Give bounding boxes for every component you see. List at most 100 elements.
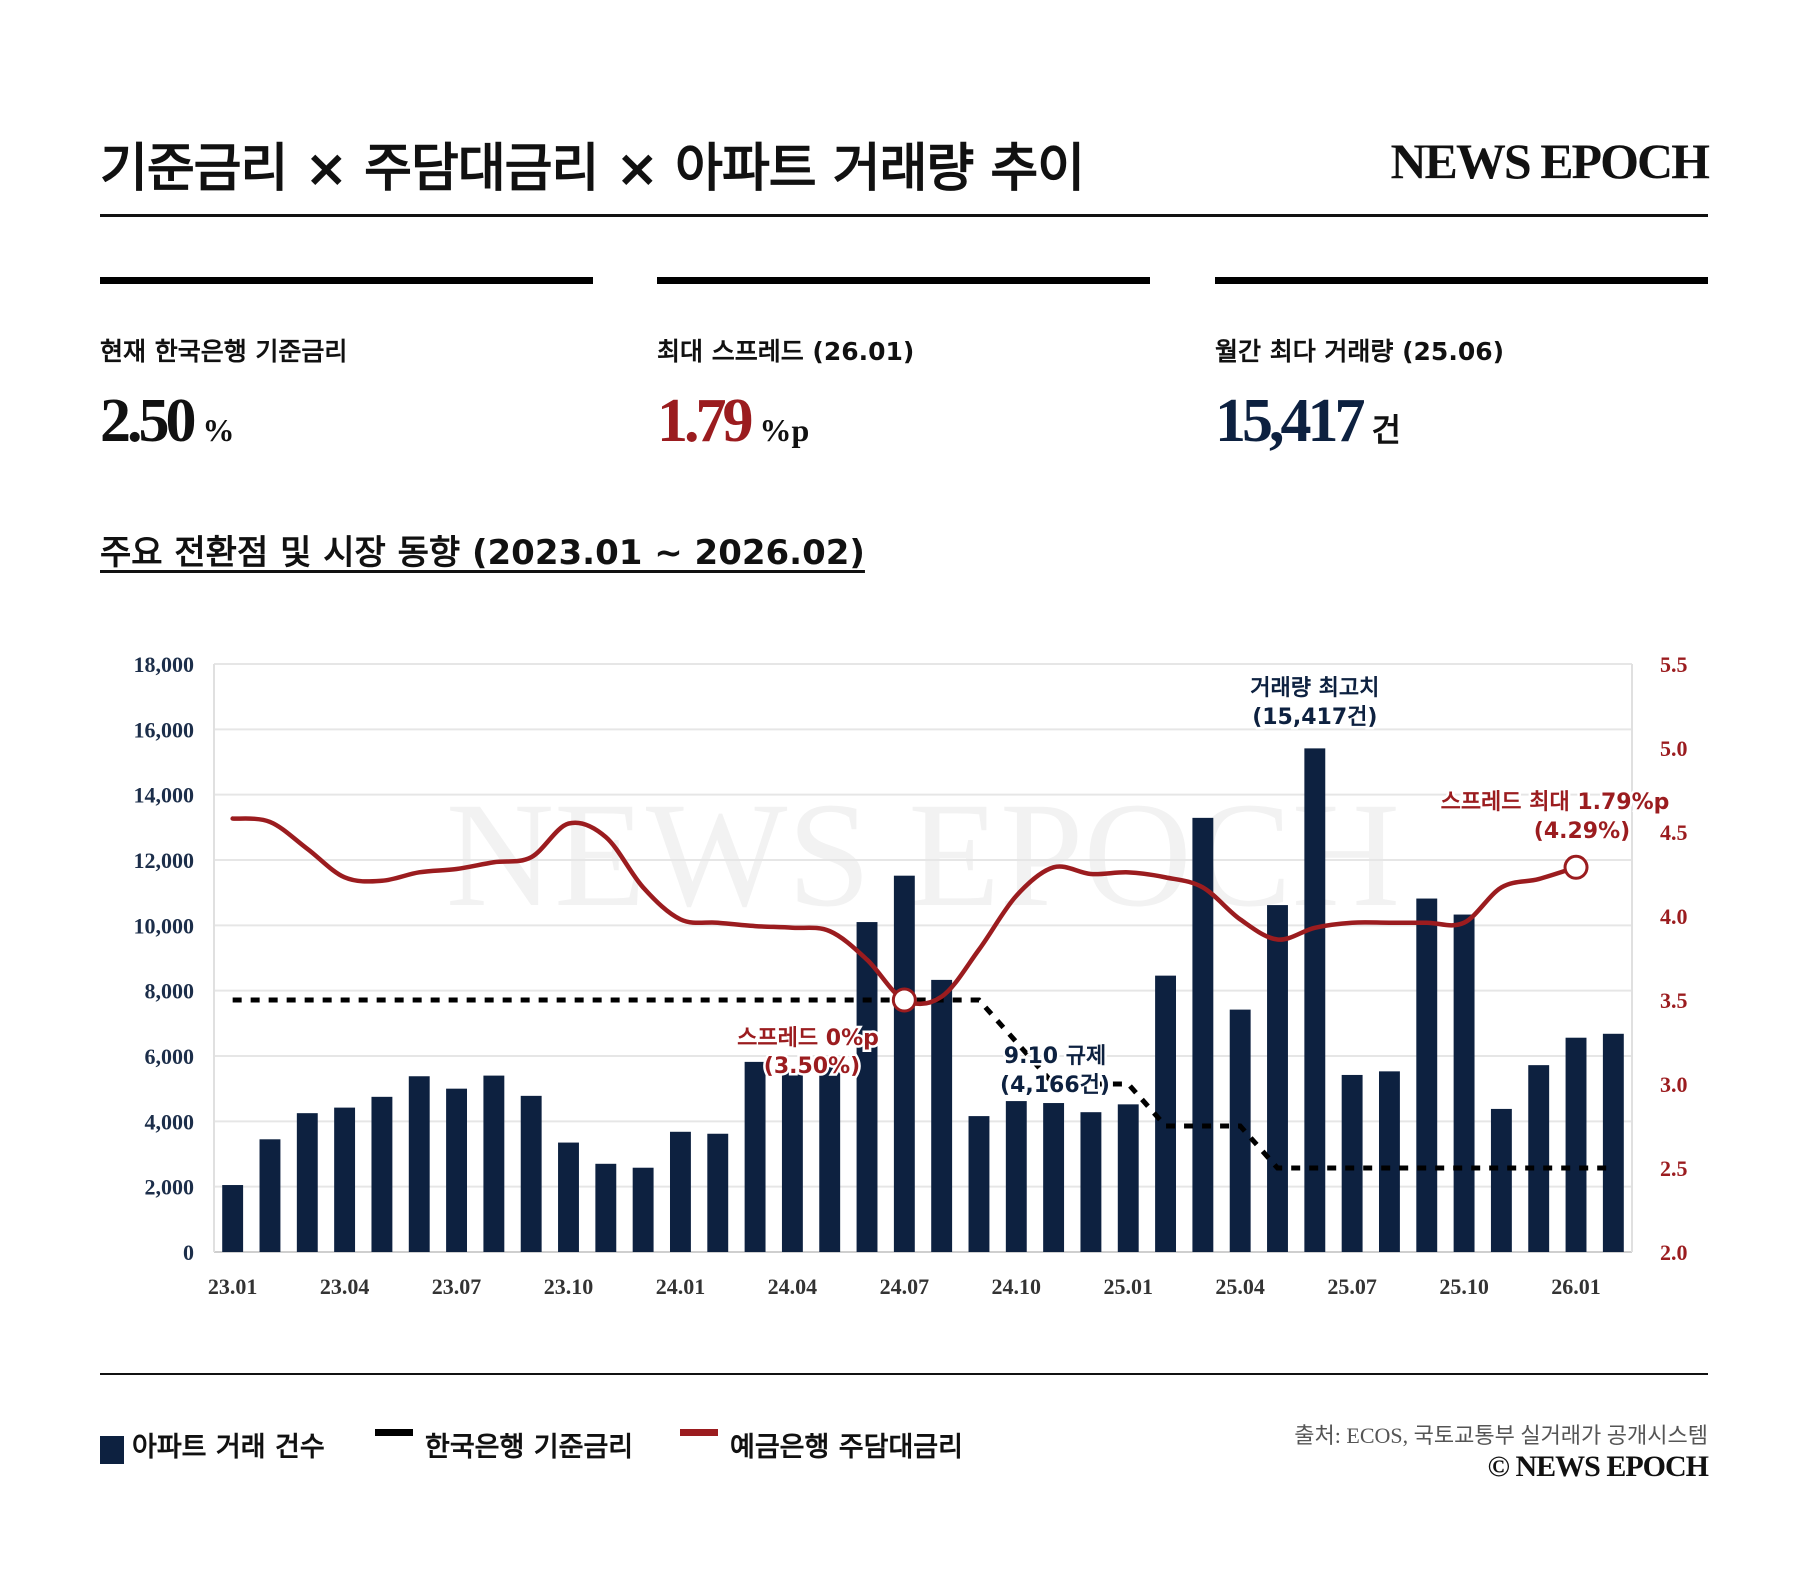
bar xyxy=(1565,1037,1587,1252)
x-tick-label: 26.01 xyxy=(1551,1274,1601,1299)
y-tick-left: 10,000 xyxy=(134,913,195,938)
annotation-peak-volume-value: (15,417건) xyxy=(1252,705,1377,730)
x-tick-label: 23.07 xyxy=(432,1274,482,1299)
bar xyxy=(1267,905,1288,1252)
x-tick-label: 24.01 xyxy=(656,1274,706,1299)
bar xyxy=(1080,1112,1102,1252)
annotation-910-regulation: 9.10 규제 xyxy=(1004,1044,1106,1069)
bar xyxy=(744,1061,766,1252)
annotation-spread-max: 스프레드 최대 1.79%p xyxy=(1441,790,1670,815)
kpi-value: 15,417 xyxy=(1215,387,1365,455)
annotation-spread-zero-value: (3.50%) xyxy=(764,1054,860,1079)
y-tick-left: 8,000 xyxy=(145,979,195,1004)
bar xyxy=(1453,914,1475,1252)
bar xyxy=(931,979,953,1252)
y-tick-left: 2,000 xyxy=(145,1175,195,1200)
legend-item-transactions: 아파트 거래 건수 xyxy=(100,1425,325,1464)
kpi-label: 월간 최다 거래량 (25.06) xyxy=(1215,337,1505,366)
combo-chart: NEWS EPOCH 0 2,000 4,000 6,000 8,000 10,000 12,… xyxy=(134,652,1688,1299)
copyright: © NEWS EPOCH xyxy=(1487,1450,1709,1483)
y-tick-left: 16,000 xyxy=(134,717,195,742)
legend-label: 아파트 거래 건수 xyxy=(132,1432,325,1463)
bar xyxy=(1229,1009,1251,1252)
kpi-label: 현재 한국은행 기준금리 xyxy=(100,337,348,366)
x-tick-label: 23.01 xyxy=(208,1274,258,1299)
bar xyxy=(1155,975,1177,1252)
legend-item-mortgage-rate: 예금은행 주담대금리 xyxy=(680,1425,963,1464)
legend-label: 한국은행 기준금리 xyxy=(425,1432,634,1463)
annotation-peak-volume: 거래량 최고치 xyxy=(1250,676,1379,701)
bar xyxy=(1490,1108,1512,1252)
kpi-top-bar xyxy=(100,277,593,284)
bar xyxy=(856,922,878,1252)
kpi-label: 최대 스프레드 (26.01) xyxy=(657,337,915,366)
y-tick-right: 3.5 xyxy=(1660,988,1688,1013)
bar xyxy=(968,1116,990,1252)
y-tick-right: 3.0 xyxy=(1660,1072,1688,1097)
bar xyxy=(632,1167,654,1252)
brand-logo: NEWS EPOCH xyxy=(1390,133,1710,189)
bar xyxy=(1005,1101,1027,1252)
kpi-value: 2.50 xyxy=(100,387,196,455)
header-divider xyxy=(100,214,1708,217)
y-tick-right: 5.0 xyxy=(1660,736,1688,761)
x-tick-label: 23.04 xyxy=(320,1274,370,1299)
bar xyxy=(334,1107,356,1252)
y-tick-right: 2.0 xyxy=(1660,1240,1688,1265)
spread-zero-marker xyxy=(891,987,917,1013)
y-tick-left: 14,000 xyxy=(134,783,195,808)
kpi-top-bar xyxy=(1215,277,1708,284)
x-tick-label: 25.07 xyxy=(1327,1274,1377,1299)
kpi-unit: %p xyxy=(759,412,810,448)
bar xyxy=(1341,1074,1363,1252)
footer-divider xyxy=(100,1373,1708,1375)
watermark: NEWS EPOCH xyxy=(446,772,1400,938)
bar xyxy=(1304,748,1326,1252)
kpi-value: 1.79 xyxy=(657,387,753,455)
bar xyxy=(1378,1071,1400,1252)
bar xyxy=(408,1076,430,1252)
bar xyxy=(893,875,915,1252)
base-rate-line xyxy=(232,997,1614,1171)
bar xyxy=(781,1070,803,1252)
bar xyxy=(371,1096,393,1252)
legend-swatch-bar xyxy=(100,1436,124,1464)
legend-item-base-rate: 한국은행 기준금리 xyxy=(375,1425,633,1464)
bar xyxy=(520,1095,542,1252)
kpi-unit: % xyxy=(202,412,235,448)
y-tick-left: 6,000 xyxy=(145,1044,195,1069)
annotation-spread-max-value: (4.29%) xyxy=(1534,819,1630,844)
bar xyxy=(819,1064,841,1252)
y-tick-left: 4,000 xyxy=(145,1109,195,1134)
x-tick-label: 24.10 xyxy=(992,1274,1042,1299)
x-tick-label: 24.04 xyxy=(768,1274,818,1299)
annotation-910-regulation-value: (4,166건) xyxy=(1000,1073,1110,1098)
bar xyxy=(1117,1104,1139,1252)
legend-swatch-line xyxy=(375,1429,413,1436)
bar xyxy=(1602,1033,1624,1252)
bar xyxy=(595,1163,617,1252)
legend-label: 예금은행 주담대금리 xyxy=(730,1432,963,1463)
bar xyxy=(558,1142,579,1252)
bar xyxy=(259,1139,281,1252)
bar xyxy=(446,1088,468,1252)
bar xyxy=(222,1185,244,1252)
x-tick-label: 24.07 xyxy=(880,1274,930,1299)
bar xyxy=(483,1075,505,1252)
y-tick-left: 18,000 xyxy=(134,652,195,677)
kpi-max-volume: 월간 최다 거래량 (25.06) 15,417 건 xyxy=(1215,277,1708,452)
x-tick-label: 25.01 xyxy=(1103,1274,1153,1299)
annotation-spread-zero: 스프레드 0%p xyxy=(737,1026,879,1051)
y-tick-right: 4.0 xyxy=(1660,904,1688,929)
kpi-base-rate: 현재 한국은행 기준금리 2.50 % xyxy=(100,277,593,452)
kpi-top-bar xyxy=(657,277,1150,284)
spread-max-marker xyxy=(1563,854,1589,880)
y-tick-left: 0 xyxy=(183,1240,194,1265)
bar xyxy=(296,1113,318,1252)
x-tick-label: 25.10 xyxy=(1439,1274,1489,1299)
bar xyxy=(1528,1065,1550,1252)
y-tick-right: 2.5 xyxy=(1660,1156,1688,1181)
bar xyxy=(1192,817,1214,1252)
page-title: 기준금리 × 주담대금리 × 아파트 거래량 추이 xyxy=(100,139,1085,199)
y-tick-right: 5.5 xyxy=(1660,652,1688,677)
